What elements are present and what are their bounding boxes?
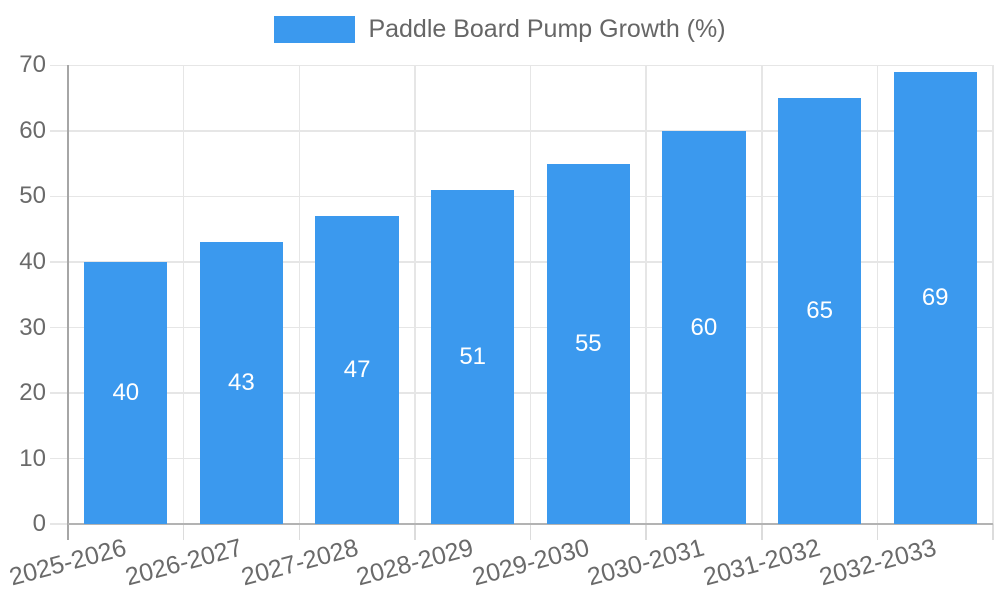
- y-tick-label: 70: [19, 51, 46, 79]
- y-tick-label: 40: [19, 247, 46, 275]
- x-tick: [761, 524, 763, 540]
- y-gridline: [50, 261, 993, 263]
- bar: [199, 242, 284, 524]
- x-tick: [182, 524, 185, 540]
- y-tick-label: 60: [19, 116, 46, 144]
- y-tick-label: 30: [19, 313, 46, 341]
- x-gridline: [182, 65, 185, 524]
- x-gridline: [992, 65, 994, 524]
- x-tick: [298, 524, 300, 540]
- x-tick-label: 2028-2029: [353, 533, 477, 592]
- x-tick: [876, 524, 879, 540]
- x-tick: [992, 524, 994, 540]
- y-tick-label: 20: [19, 379, 46, 406]
- y-axis-line: [67, 65, 69, 540]
- y-gridline: [50, 457, 993, 460]
- y-gridline: [50, 130, 993, 132]
- x-tick-label: 2032-2033: [816, 533, 939, 592]
- x-gridline: [761, 65, 763, 524]
- x-gridline: [529, 65, 532, 524]
- x-tick-label: 2030-2031: [584, 533, 708, 592]
- x-tick-label: 2025-2026: [6, 533, 130, 592]
- bar-value-label: 65: [806, 297, 833, 325]
- bar-value-label: 40: [112, 379, 140, 406]
- x-tick: [414, 524, 416, 540]
- legend-swatch-icon: [274, 15, 356, 43]
- x-tick-label: 2031-2032: [700, 533, 824, 592]
- legend: Paddle Board Pump Growth (%): [0, 14, 1000, 44]
- x-gridline: [414, 65, 416, 524]
- x-tick-label: 2027-2028: [237, 533, 361, 592]
- bar: [893, 72, 977, 524]
- bar-value-label: 55: [574, 329, 602, 357]
- x-gridline: [645, 65, 647, 524]
- bar-value-label: 43: [228, 369, 255, 397]
- y-gridline: [50, 195, 993, 198]
- bar: [431, 189, 515, 524]
- bar: [315, 216, 399, 524]
- legend-item[interactable]: Paddle Board Pump Growth (%): [274, 14, 726, 44]
- legend-label: Paddle Board Pump Growth (%): [368, 14, 726, 43]
- bar-value-label: 60: [690, 313, 718, 341]
- x-tick-label: 2029-2030: [469, 533, 592, 592]
- y-tick-label: 50: [19, 182, 46, 210]
- bar: [84, 261, 168, 524]
- x-tick: [529, 524, 532, 540]
- y-tick-label: 10: [19, 444, 46, 472]
- y-tick-label: 0: [32, 510, 46, 537]
- bar-value-label: 69: [921, 284, 949, 311]
- x-tick-label: 2026-2027: [122, 533, 246, 592]
- x-gridline: [298, 65, 300, 524]
- y-gridline: [50, 392, 993, 394]
- bar: [662, 130, 746, 524]
- bar: [777, 98, 862, 524]
- x-axis-line: [68, 523, 993, 525]
- x-tick: [645, 524, 647, 540]
- bar: [546, 163, 630, 524]
- bar-value-label: 51: [459, 342, 487, 370]
- bar-value-label: 47: [343, 356, 371, 383]
- y-gridline: [50, 326, 993, 329]
- y-gridline: [50, 64, 993, 67]
- x-gridline: [876, 65, 879, 524]
